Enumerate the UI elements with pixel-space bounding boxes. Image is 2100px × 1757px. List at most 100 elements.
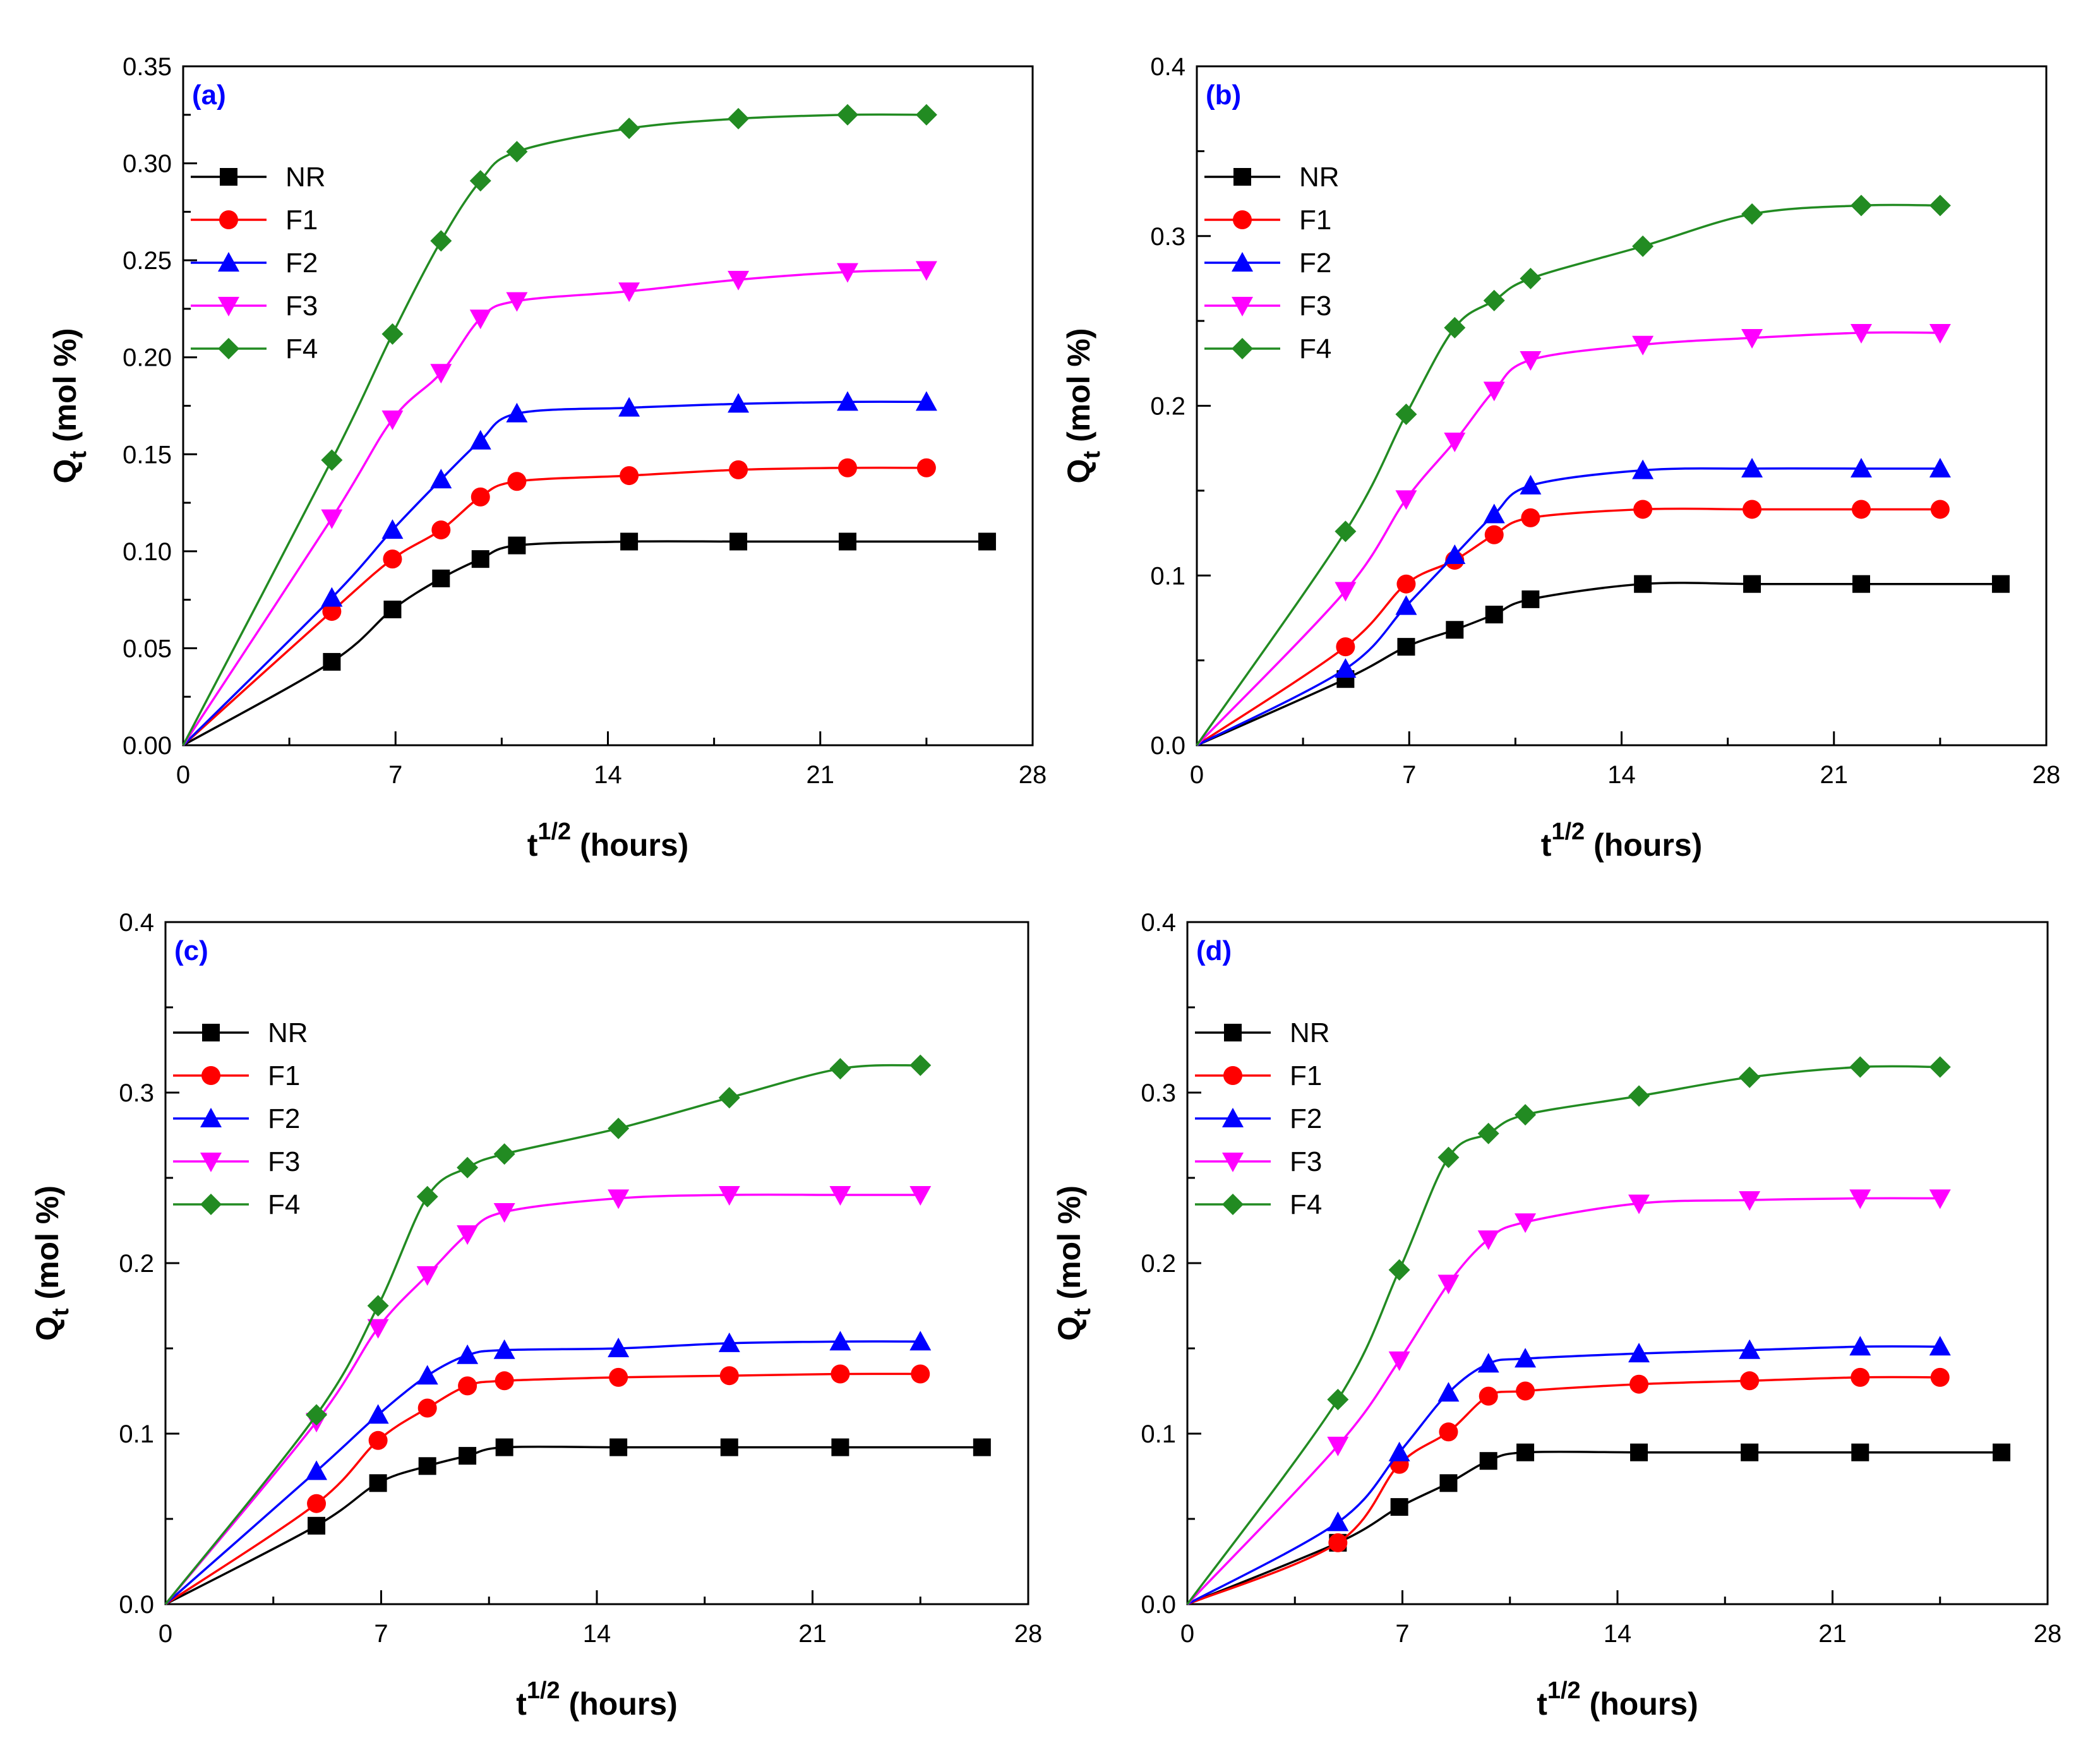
- series-line-F2: [1196, 467, 1940, 747]
- series-F3: [182, 261, 937, 746]
- x-tick-label: 14: [594, 761, 622, 789]
- legend-marker-F1: [1223, 1066, 1242, 1085]
- legend-label: F3: [268, 1146, 300, 1177]
- data-point-NR: [308, 1516, 326, 1535]
- y-tick-label: 0.1: [119, 1420, 154, 1448]
- data-point-NR: [495, 1438, 513, 1456]
- series-line-F1: [1187, 1376, 1940, 1605]
- y-tick-label: 0.1: [1141, 1420, 1176, 1448]
- data-point-F2: [430, 469, 452, 489]
- x-tick-label: 0: [159, 1620, 172, 1648]
- data-point-F3: [1515, 1213, 1537, 1233]
- legend-label: F1: [285, 205, 318, 236]
- data-point-F3: [1437, 1274, 1460, 1295]
- data-point-F2: [1929, 1336, 1951, 1356]
- series-line-NR: [165, 1445, 982, 1605]
- data-point-F1: [458, 1376, 477, 1396]
- data-point-F3: [1327, 1436, 1349, 1456]
- data-point-F1: [495, 1371, 514, 1391]
- y-tick-label: 0.3: [1141, 1079, 1176, 1107]
- data-point-F2: [1395, 595, 1417, 615]
- data-point-F4: [1483, 289, 1505, 311]
- series-F4: [182, 104, 937, 746]
- legend-marker-NR: [1233, 168, 1251, 186]
- x-tick-label: 28: [1019, 761, 1047, 789]
- series-line-F1: [165, 1372, 921, 1605]
- legend-item-NR: NR: [1204, 162, 1340, 193]
- y-tick-label: 0.30: [123, 150, 172, 178]
- series-NR: [1187, 1443, 2011, 1605]
- data-point-F1: [1516, 1381, 1535, 1401]
- data-point-F2: [306, 1460, 328, 1480]
- legend-item-F4: F4: [191, 333, 318, 364]
- data-point-F1: [431, 520, 451, 540]
- legend-label: F4: [1299, 333, 1331, 364]
- data-point-F4: [469, 170, 491, 192]
- data-point-NR: [1439, 1474, 1458, 1492]
- series-line-F3: [1186, 1197, 1940, 1605]
- legend-item-F1: F1: [1204, 205, 1331, 236]
- data-point-F3: [1850, 323, 1872, 344]
- y-tick-label: 0.1: [1150, 562, 1185, 590]
- y-tick-label: 0.00: [123, 732, 172, 760]
- data-point-F2: [367, 1404, 389, 1424]
- y-tick-label: 0.2: [1141, 1250, 1176, 1278]
- data-point-F3: [1741, 329, 1763, 349]
- data-point-F2: [1741, 457, 1763, 477]
- data-point-F4: [1741, 203, 1763, 225]
- data-point-NR: [1743, 575, 1761, 593]
- x-tick-label: 21: [1820, 761, 1849, 789]
- data-point-F2: [618, 397, 640, 417]
- data-point-F3: [493, 1203, 515, 1223]
- data-point-F1: [417, 1398, 437, 1418]
- data-point-NR: [432, 569, 450, 587]
- data-point-F1: [1633, 500, 1653, 519]
- panel-label: (b): [1206, 80, 1241, 111]
- data-point-F1: [729, 460, 748, 479]
- data-point-F3: [1444, 432, 1466, 452]
- legend-item-F4: F4: [173, 1189, 300, 1220]
- data-point-NR: [1852, 575, 1870, 593]
- series-F2: [1196, 457, 1951, 747]
- data-point-F2: [1477, 1353, 1499, 1373]
- data-point-F2: [1929, 457, 1951, 477]
- legend-item-NR: NR: [173, 1017, 308, 1048]
- legend-item-F3: F3: [173, 1146, 300, 1177]
- data-point-NR: [973, 1438, 991, 1456]
- data-point-F4: [1477, 1122, 1499, 1144]
- y-tick-label: 0.35: [123, 53, 172, 81]
- data-point-NR: [1851, 1443, 1869, 1461]
- data-point-NR: [1397, 638, 1415, 656]
- data-point-F2: [1850, 457, 1872, 477]
- data-point-F1: [620, 466, 639, 486]
- legend-item-F1: F1: [1195, 1060, 1322, 1091]
- data-point-F4: [1849, 1056, 1871, 1078]
- legend-marker-F2: [1232, 252, 1253, 272]
- data-point-NR: [369, 1474, 387, 1492]
- data-point-F4: [493, 1143, 515, 1165]
- data-point-F3: [1628, 1194, 1650, 1214]
- data-point-NR: [508, 536, 526, 555]
- legend-label: F2: [1299, 248, 1331, 279]
- x-tick-label: 28: [2032, 761, 2061, 789]
- y-tick-label: 0.0: [1141, 1591, 1176, 1619]
- x-tick-label: 7: [388, 761, 402, 789]
- x-tick-label: 14: [583, 1620, 611, 1648]
- series-F3: [1196, 323, 1951, 747]
- panel-label: (c): [174, 935, 208, 966]
- data-point-F1: [507, 472, 527, 491]
- series-F1: [182, 458, 936, 747]
- data-point-F2: [909, 1331, 932, 1351]
- data-point-F2: [1388, 1441, 1410, 1461]
- legend-label: F4: [268, 1189, 300, 1220]
- data-point-F4: [321, 449, 343, 471]
- data-point-F3: [381, 411, 404, 430]
- data-point-F2: [1515, 1348, 1537, 1368]
- data-point-F2: [829, 1331, 851, 1351]
- data-point-NR: [729, 532, 748, 551]
- y-axis-title: Qt (mol %): [1061, 328, 1105, 484]
- x-tick-label: 7: [1395, 1620, 1409, 1648]
- data-point-F1: [1479, 1386, 1498, 1406]
- data-point-F2: [915, 391, 937, 411]
- series-F1: [165, 1364, 930, 1605]
